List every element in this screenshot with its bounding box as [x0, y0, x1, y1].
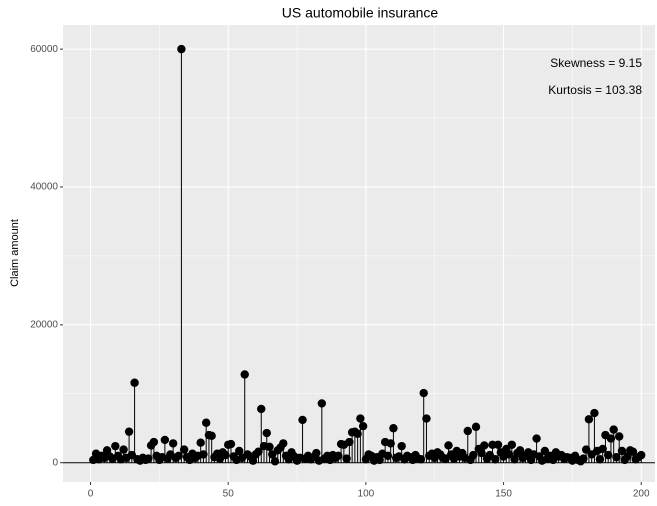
- point: [603, 450, 613, 460]
- point: [201, 418, 211, 427]
- point: [383, 451, 393, 461]
- point: [111, 441, 120, 451]
- point: [609, 425, 618, 434]
- point: [515, 446, 525, 455]
- point: [177, 44, 186, 54]
- point: [179, 445, 189, 454]
- point: [196, 438, 205, 447]
- point: [491, 455, 500, 464]
- point: [199, 450, 208, 459]
- point: [471, 422, 481, 432]
- point: [342, 454, 351, 463]
- point: [606, 434, 616, 443]
- point: [595, 455, 605, 464]
- point: [130, 378, 139, 387]
- x-tick-label: 200: [633, 489, 650, 500]
- point: [637, 450, 646, 460]
- x-tick-label: 100: [358, 489, 375, 500]
- x-tick-label: 50: [223, 489, 235, 500]
- y-tick-label: 60000: [30, 44, 58, 55]
- point: [397, 441, 406, 451]
- point: [422, 414, 431, 423]
- point: [477, 448, 486, 458]
- point: [469, 450, 478, 460]
- point: [612, 452, 621, 462]
- point: [312, 448, 321, 458]
- point: [226, 439, 236, 449]
- point: [149, 437, 159, 447]
- point: [207, 431, 216, 441]
- annotation: Skewness = 9.15: [550, 56, 642, 70]
- point: [540, 446, 550, 456]
- point: [386, 439, 395, 448]
- point: [416, 455, 426, 464]
- point: [532, 434, 541, 443]
- point: [235, 446, 244, 456]
- point: [480, 441, 489, 450]
- point: [174, 451, 183, 461]
- point: [345, 437, 354, 447]
- point: [504, 450, 514, 459]
- point: [334, 451, 343, 461]
- point: [628, 447, 638, 456]
- point: [444, 441, 453, 450]
- point: [265, 442, 274, 452]
- point: [240, 370, 249, 379]
- point: [144, 454, 153, 463]
- point: [356, 414, 365, 423]
- point: [270, 457, 280, 466]
- x-tick-label: 0: [88, 489, 94, 500]
- plot-panel: [63, 25, 655, 482]
- point: [463, 426, 472, 436]
- point: [358, 421, 368, 431]
- point: [579, 454, 588, 463]
- point: [124, 427, 134, 436]
- point: [262, 428, 271, 438]
- chart-title: US automobile insurance: [282, 5, 439, 21]
- point: [590, 408, 599, 418]
- point: [389, 424, 398, 433]
- point: [221, 450, 230, 460]
- x-tick-label: 150: [495, 489, 512, 500]
- annotation: Kurtosis = 103.38: [548, 83, 642, 97]
- point: [160, 435, 170, 445]
- point: [581, 445, 591, 454]
- point: [279, 439, 288, 448]
- y-tick-label: 40000: [30, 182, 58, 193]
- point: [419, 388, 428, 398]
- point: [507, 440, 517, 449]
- point: [584, 415, 594, 424]
- y-tick-label: 20000: [30, 319, 58, 330]
- point: [598, 444, 607, 454]
- point: [317, 399, 327, 408]
- y-tick-label: 0: [52, 457, 58, 468]
- point: [493, 440, 503, 449]
- point: [298, 415, 307, 425]
- point: [615, 432, 624, 441]
- point: [119, 445, 128, 454]
- point: [254, 447, 263, 456]
- point: [257, 404, 266, 414]
- point: [617, 446, 627, 456]
- y-axis-title: Claim amount: [9, 219, 21, 287]
- point: [353, 429, 362, 438]
- point: [168, 439, 178, 448]
